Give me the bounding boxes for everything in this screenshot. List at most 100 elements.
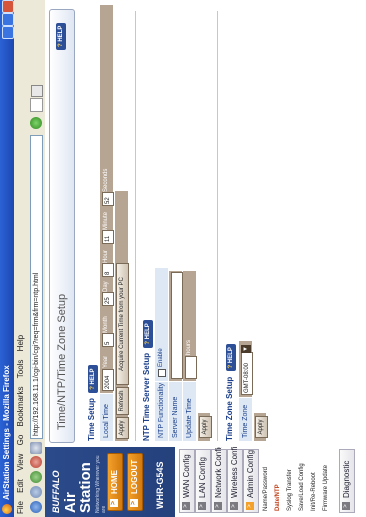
ntp-apply-button[interactable]: Apply — [199, 416, 212, 438]
acquire-time-button[interactable]: Acquire Current Time from your PC — [116, 263, 129, 385]
time-help-button[interactable]: HELP — [88, 365, 98, 392]
refresh-button[interactable]: Refresh — [116, 387, 129, 415]
menu-tools[interactable]: Tools — [16, 360, 25, 379]
menu-help[interactable]: Help — [16, 335, 25, 351]
subnav-init-reboot[interactable]: Init/Re-Reboot — [311, 472, 317, 511]
minute-input[interactable]: 11 — [102, 230, 114, 244]
nav-diagnostic[interactable]: > Diagnostic — [339, 449, 355, 513]
update-time-unit: hours — [183, 340, 196, 355]
window-title: AirStation Settings - Mozilla Firefox — [2, 365, 11, 500]
tagline: Networking Wherever you are — [95, 447, 107, 513]
page-help-button[interactable]: HELP — [56, 23, 66, 50]
page-title: Time/NTP/Time Zone Setup — [56, 294, 68, 430]
nav-label: Network Config — [214, 443, 223, 498]
nav-label: WAN Config — [182, 454, 191, 498]
day-unit: Day — [100, 281, 113, 292]
subnav-firmware-update[interactable]: Firmware Update — [323, 465, 329, 511]
back-icon[interactable] — [30, 501, 42, 513]
month-unit: Month — [100, 316, 113, 333]
logout-button-label: LOGOUT — [130, 460, 139, 494]
home-icon[interactable] — [30, 442, 42, 454]
menu-file[interactable]: File — [16, 501, 25, 514]
subnav-syslog-transfer[interactable]: Syslog Transfer — [287, 469, 293, 511]
section-title-text: Time Setup — [87, 398, 96, 441]
home-button-label: HOME — [110, 470, 119, 494]
logout-button[interactable]: > LOGOUT — [127, 453, 143, 511]
firefox-icon — [2, 504, 12, 514]
update-time-input[interactable] — [185, 356, 197, 379]
year-input[interactable]: 2004 — [102, 369, 114, 391]
reload-icon[interactable] — [30, 471, 42, 483]
logo-line-2: Station — [78, 462, 93, 513]
tz-apply-cell: Apply — [254, 413, 266, 441]
search-icon[interactable] — [31, 85, 43, 97]
server-name-label: Server Name — [169, 382, 182, 441]
nav-lan-config[interactable]: > LAN Config — [195, 449, 211, 513]
tz-apply-button[interactable]: Apply — [255, 416, 268, 438]
time-zone-select[interactable]: GMT-08:00 — [241, 352, 253, 395]
nav-label: Admin Config — [246, 450, 255, 498]
stop-icon[interactable] — [30, 456, 42, 468]
nav-toolbar: http://192.168.11.1/cgi-bin/cgi?req=frm&… — [27, 0, 46, 517]
model-name: WHR-G54S — [155, 461, 165, 509]
forward-icon[interactable] — [30, 486, 42, 498]
nav-network-config[interactable]: > Network Config — [211, 449, 227, 513]
chevron-right-icon: > — [110, 499, 118, 507]
minute-unit: Minute — [100, 212, 113, 230]
ntp-enable-checkbox[interactable] — [158, 369, 166, 377]
maximize-button[interactable] — [2, 13, 14, 26]
nav-label: Diagnostic — [342, 461, 351, 498]
update-time-label: Update Time — [183, 382, 196, 441]
chevron-right-icon: > — [230, 502, 238, 510]
time-setup-title: Time Setup HELP — [87, 365, 98, 441]
main-content: Time/NTP/Time Zone Setup HELP Time Setup… — [45, 0, 366, 447]
home-button[interactable]: > HOME — [107, 453, 123, 511]
ntp-apply-cell: Apply — [198, 413, 210, 441]
chevron-right-icon: > — [182, 502, 190, 510]
month-input[interactable]: 5 — [102, 333, 114, 347]
nav-wan-config[interactable]: > WAN Config — [179, 449, 195, 513]
close-button[interactable] — [2, 0, 14, 13]
menu-go[interactable]: Go — [16, 435, 25, 446]
server-name-input[interactable] — [171, 272, 183, 379]
subnav-date-ntp[interactable]: Date/NTP — [275, 484, 281, 511]
chevron-right-icon: > — [214, 502, 222, 510]
ntp-help-button[interactable]: HELP — [143, 320, 153, 347]
url-input[interactable]: http://192.168.11.1/cgi-bin/cgi?req=frm&… — [30, 135, 43, 439]
tz-setup-title: Time Zone Setup HELP — [225, 344, 236, 441]
menu-edit[interactable]: Edit — [16, 479, 25, 493]
second-unit: Seconds — [100, 169, 113, 192]
go-icon[interactable] — [30, 117, 42, 129]
search-box[interactable] — [30, 98, 43, 112]
window-title-bar: AirStation Settings - Mozilla Firefox — [0, 0, 14, 517]
subnav-name-password[interactable]: Name/Password — [263, 467, 269, 511]
hour-input[interactable]: 8 — [102, 263, 114, 277]
menu-bar: File Edit View Go Bookmarks Tools Help — [14, 0, 28, 517]
day-input[interactable]: 25 — [102, 292, 114, 306]
minimize-button[interactable] — [2, 26, 14, 39]
nav-wireless-config[interactable]: > Wireless Config — [227, 449, 243, 513]
menu-view[interactable]: View — [16, 454, 25, 471]
section-title-text: NTP Time Server Setup — [142, 353, 151, 441]
nav-admin-config[interactable]: > Admin Config — [243, 449, 259, 513]
divider — [217, 11, 218, 441]
chevron-right-icon: > — [342, 502, 350, 510]
menu-bookmarks[interactable]: Bookmarks — [16, 386, 25, 426]
airstation-logo: Air Station — [63, 462, 93, 513]
section-title-text: Time Zone Setup — [225, 377, 234, 441]
chevron-down-icon: > — [246, 502, 254, 510]
year-unit: Year — [100, 356, 113, 368]
tz-help-button[interactable]: HELP — [226, 344, 236, 371]
ntp-enable-label: Enable — [155, 348, 168, 367]
second-input[interactable]: 52 — [102, 192, 114, 206]
hour-unit: Hour — [100, 250, 113, 263]
nav-label: LAN Config — [198, 457, 207, 498]
chevron-right-icon: > — [198, 502, 206, 510]
time-apply-button[interactable]: Apply — [116, 417, 129, 439]
subnav-save-load-config[interactable]: Save/Load Config — [299, 463, 305, 511]
page-title-bar: Time/NTP/Time Zone Setup HELP — [49, 9, 75, 443]
local-time-label: Local Time — [100, 394, 113, 441]
nav-label: Wireless Config — [230, 442, 239, 498]
chevron-down-icon[interactable]: ▼ — [241, 345, 251, 353]
